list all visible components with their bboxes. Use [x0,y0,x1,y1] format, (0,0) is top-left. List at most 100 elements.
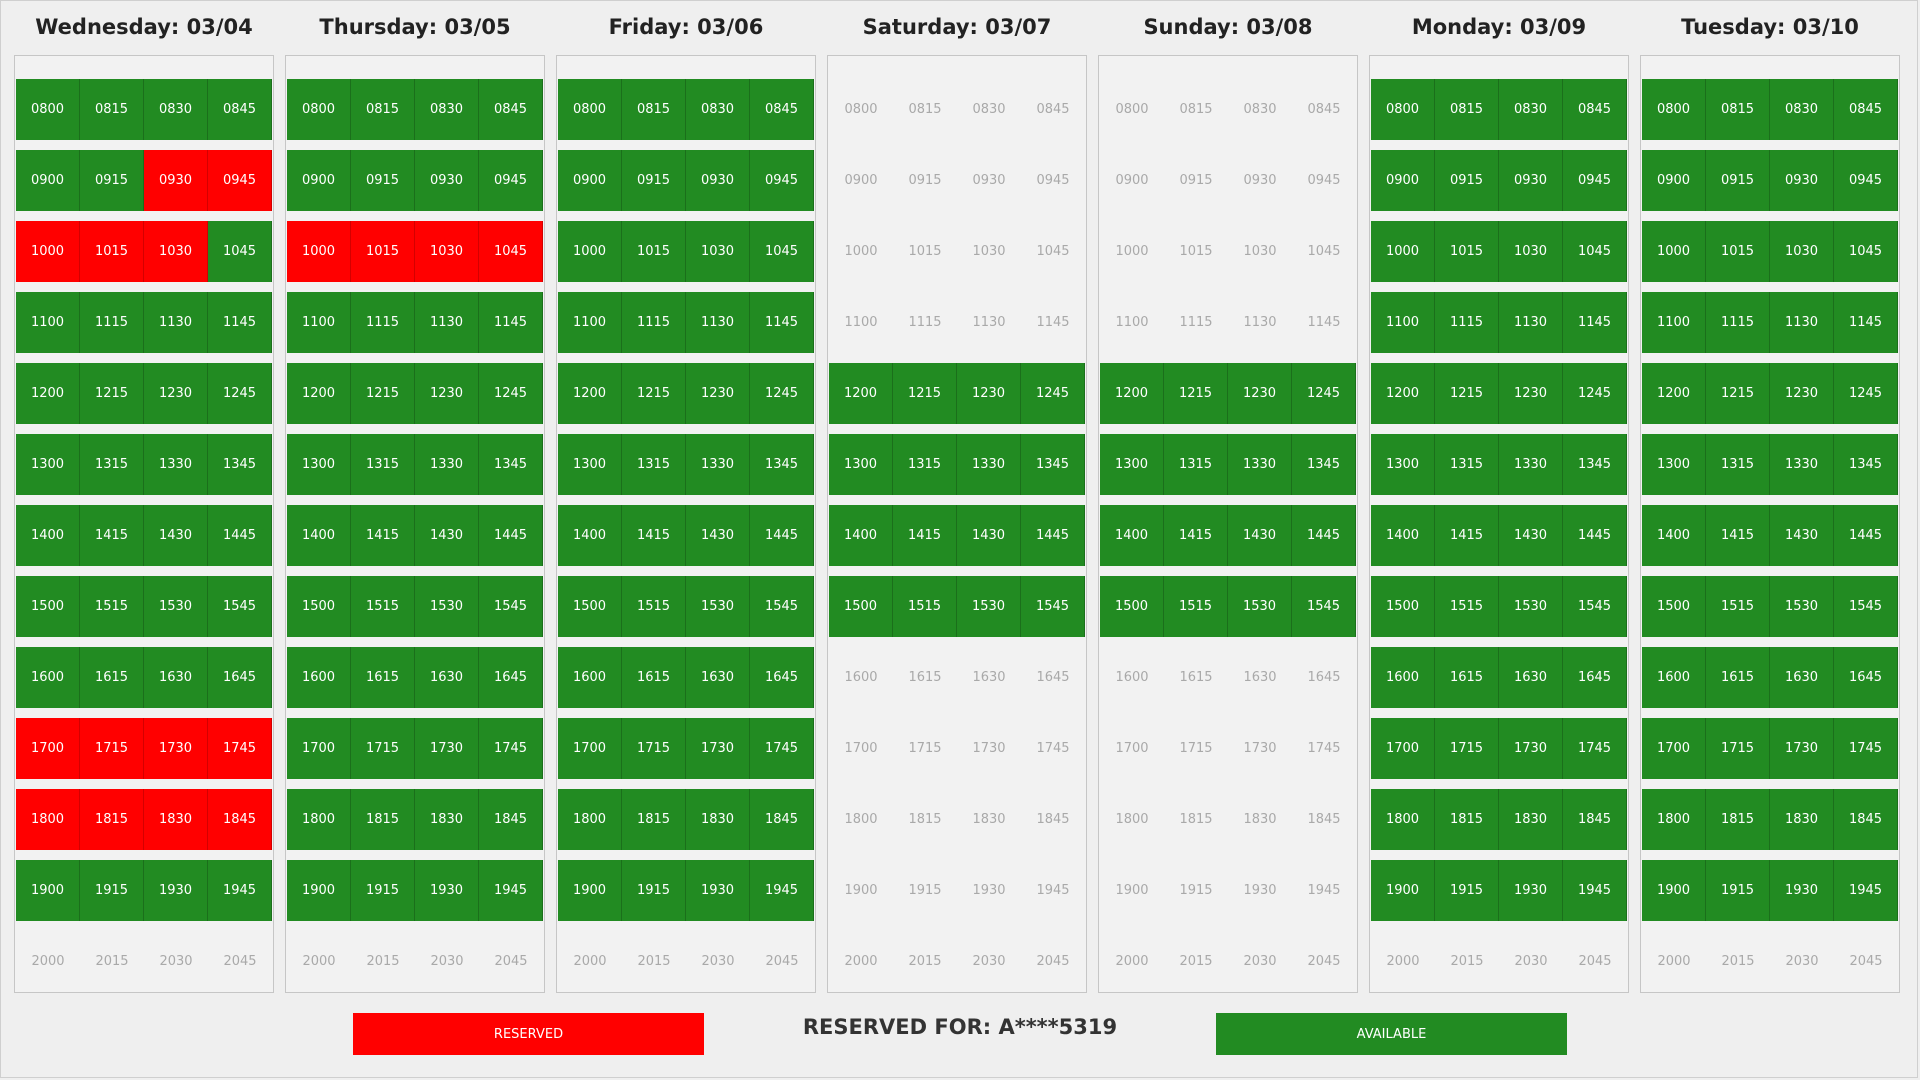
time-slot-available[interactable]: 1145 [479,292,543,353]
time-slot-available[interactable]: 1330 [957,434,1021,495]
time-slot-available[interactable]: 1345 [1563,434,1627,495]
time-slot-available[interactable]: 1445 [1563,505,1627,566]
time-slot-available[interactable]: 0915 [80,150,144,211]
time-slot-available[interactable]: 1945 [750,860,814,921]
time-slot-available[interactable]: 1545 [1021,576,1085,637]
time-slot-available[interactable]: 1045 [208,221,272,282]
time-slot-available[interactable]: 1415 [1164,505,1228,566]
time-slot-available[interactable]: 1315 [1706,434,1770,495]
time-slot-available[interactable]: 1645 [479,647,543,708]
time-slot-available[interactable]: 1900 [287,860,351,921]
time-slot-available[interactable]: 0800 [16,79,80,140]
time-slot-available[interactable]: 1900 [1371,860,1435,921]
time-slot-available[interactable]: 1745 [479,718,543,779]
time-slot-available[interactable]: 0830 [144,79,208,140]
time-slot-available[interactable]: 1230 [686,363,750,424]
time-slot-available[interactable]: 0945 [1834,150,1898,211]
time-slot-available[interactable]: 0815 [1435,79,1499,140]
time-slot-available[interactable]: 1045 [1563,221,1627,282]
time-slot-available[interactable]: 1500 [1371,576,1435,637]
time-slot-available[interactable]: 1745 [1834,718,1898,779]
time-slot-available[interactable]: 1630 [1770,647,1834,708]
time-slot-available[interactable]: 1300 [1642,434,1706,495]
time-slot-available[interactable]: 0915 [351,150,415,211]
time-slot-available[interactable]: 1830 [1770,789,1834,850]
time-slot-available[interactable]: 1530 [686,576,750,637]
time-slot-available[interactable]: 0800 [558,79,622,140]
time-slot-available[interactable]: 1530 [144,576,208,637]
time-slot-available[interactable]: 1315 [351,434,415,495]
time-slot-available[interactable]: 1930 [415,860,479,921]
time-slot-available[interactable]: 1530 [1499,576,1563,637]
time-slot-available[interactable]: 0915 [622,150,686,211]
time-slot-available[interactable]: 1015 [1706,221,1770,282]
time-slot-available[interactable]: 1100 [558,292,622,353]
time-slot-available[interactable]: 1215 [622,363,686,424]
time-slot-available[interactable]: 1715 [351,718,415,779]
time-slot-available[interactable]: 1230 [1228,363,1292,424]
time-slot-available[interactable]: 1415 [622,505,686,566]
time-slot-available[interactable]: 1345 [750,434,814,495]
time-slot-available[interactable]: 0800 [287,79,351,140]
time-slot-available[interactable]: 1915 [1706,860,1770,921]
time-slot-available[interactable]: 1345 [479,434,543,495]
time-slot-available[interactable]: 1300 [1100,434,1164,495]
time-slot-available[interactable]: 1415 [351,505,415,566]
time-slot-available[interactable]: 1915 [1435,860,1499,921]
time-slot-available[interactable]: 1815 [1435,789,1499,850]
time-slot-available[interactable]: 1815 [622,789,686,850]
time-slot-available[interactable]: 1230 [415,363,479,424]
time-slot-available[interactable]: 1115 [1435,292,1499,353]
time-slot-available[interactable]: 0845 [1563,79,1627,140]
time-slot-available[interactable]: 1300 [829,434,893,495]
time-slot-available[interactable]: 1845 [750,789,814,850]
time-slot-available[interactable]: 1900 [1642,860,1706,921]
time-slot-available[interactable]: 1415 [1435,505,1499,566]
time-slot-available[interactable]: 1330 [144,434,208,495]
time-slot-available[interactable]: 1200 [1642,363,1706,424]
time-slot-available[interactable]: 1400 [1642,505,1706,566]
time-slot-available[interactable]: 1115 [351,292,415,353]
time-slot-available[interactable]: 1930 [1499,860,1563,921]
time-slot-available[interactable]: 0815 [351,79,415,140]
time-slot-available[interactable]: 1330 [686,434,750,495]
time-slot-available[interactable]: 1445 [1834,505,1898,566]
time-slot-available[interactable]: 0930 [415,150,479,211]
time-slot-available[interactable]: 1245 [1021,363,1085,424]
time-slot-available[interactable]: 1230 [1499,363,1563,424]
time-slot-available[interactable]: 1145 [208,292,272,353]
time-slot-available[interactable]: 1830 [686,789,750,850]
time-slot-available[interactable]: 1430 [144,505,208,566]
time-slot-available[interactable]: 1530 [1228,576,1292,637]
time-slot-available[interactable]: 1030 [1499,221,1563,282]
time-slot-available[interactable]: 1645 [1834,647,1898,708]
time-slot-available[interactable]: 1800 [287,789,351,850]
time-slot-available[interactable]: 1345 [1021,434,1085,495]
time-slot-available[interactable]: 1100 [287,292,351,353]
time-slot-available[interactable]: 1730 [415,718,479,779]
time-slot-available[interactable]: 0945 [479,150,543,211]
time-slot-available[interactable]: 1500 [287,576,351,637]
time-slot-available[interactable]: 0845 [750,79,814,140]
time-slot-available[interactable]: 1845 [1834,789,1898,850]
time-slot-available[interactable]: 1630 [686,647,750,708]
time-slot-available[interactable]: 1715 [1435,718,1499,779]
time-slot-available[interactable]: 1315 [80,434,144,495]
time-slot-available[interactable]: 1130 [686,292,750,353]
time-slot-available[interactable]: 1030 [686,221,750,282]
time-slot-available[interactable]: 1630 [1499,647,1563,708]
time-slot-available[interactable]: 1115 [1706,292,1770,353]
time-slot-available[interactable]: 1545 [750,576,814,637]
time-slot-available[interactable]: 1200 [829,363,893,424]
time-slot-available[interactable]: 1700 [287,718,351,779]
time-slot-available[interactable]: 0915 [1435,150,1499,211]
time-slot-available[interactable]: 0815 [80,79,144,140]
time-slot-available[interactable]: 1330 [1499,434,1563,495]
time-slot-available[interactable]: 1445 [750,505,814,566]
time-slot-available[interactable]: 1915 [80,860,144,921]
time-slot-available[interactable]: 1315 [1435,434,1499,495]
time-slot-available[interactable]: 1300 [1371,434,1435,495]
time-slot-available[interactable]: 1830 [415,789,479,850]
time-slot-available[interactable]: 1500 [829,576,893,637]
time-slot-available[interactable]: 1615 [1435,647,1499,708]
